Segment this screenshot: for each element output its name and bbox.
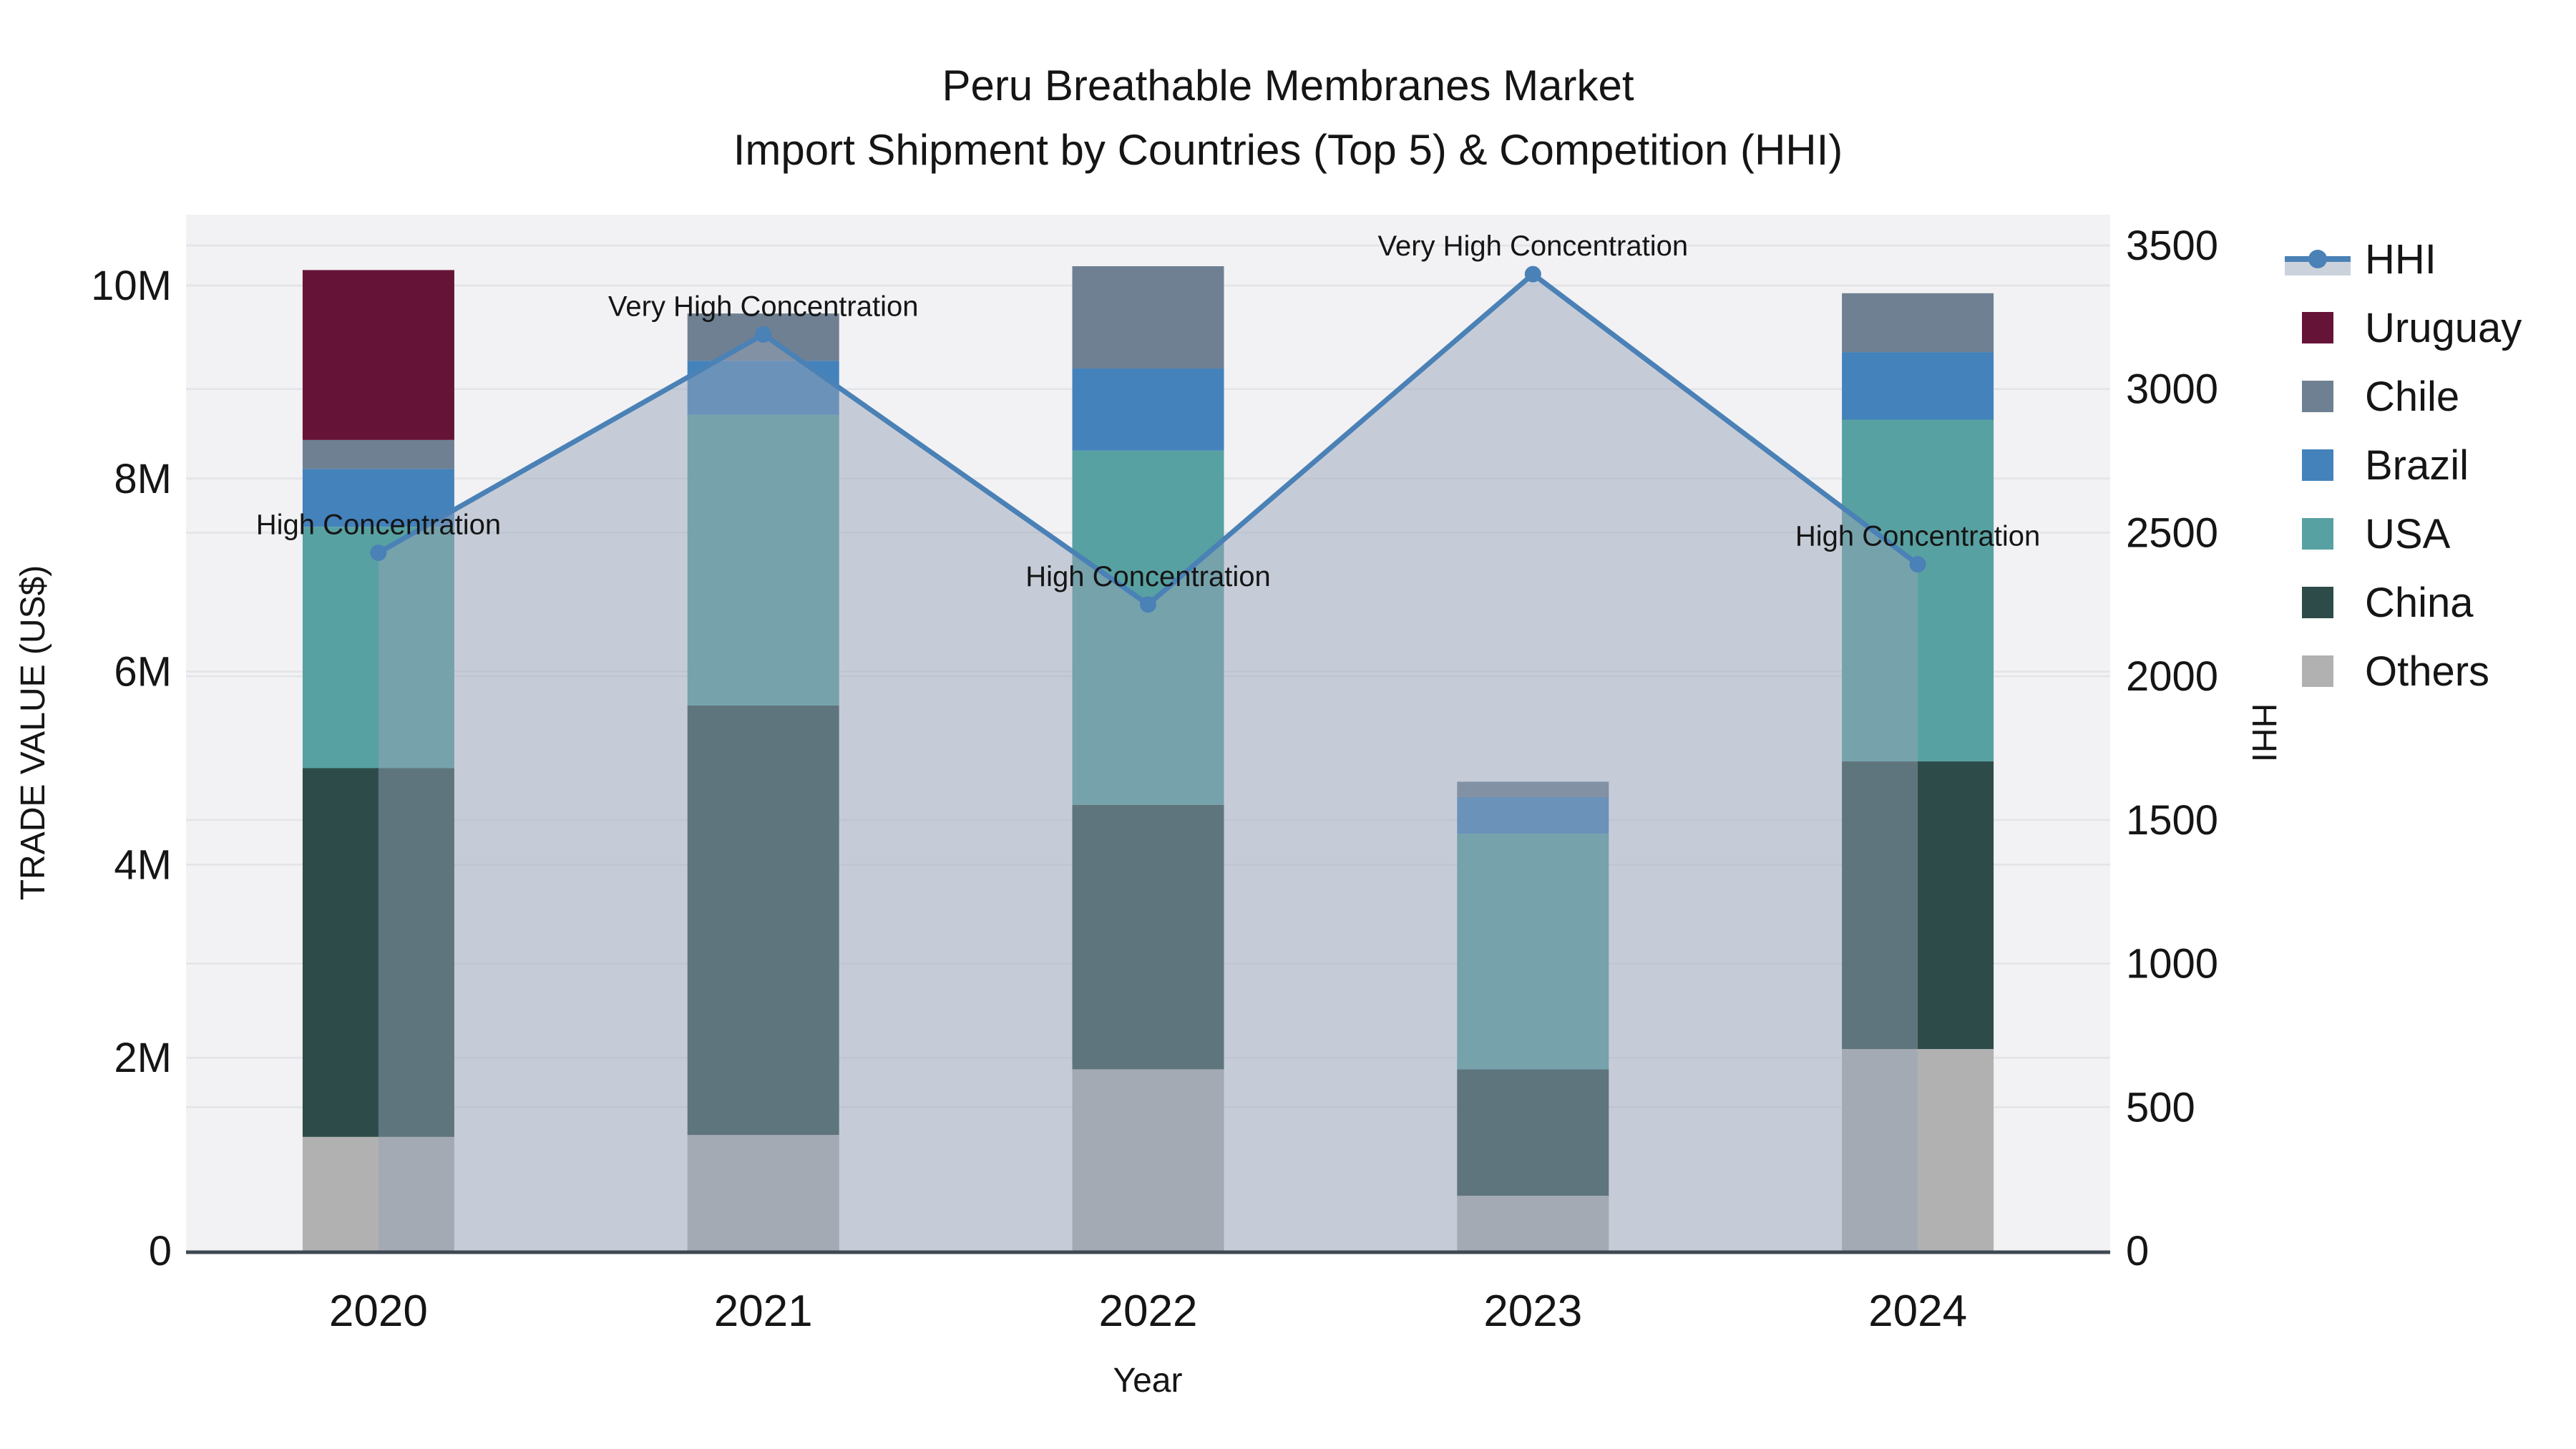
y-left-tick-2M: 2M (114, 1035, 172, 1081)
bar-segment-chile-2023[interactable] (1457, 781, 1609, 797)
bar-segment-others-2020[interactable] (302, 1136, 454, 1251)
bar-segment-usa-2021[interactable] (687, 414, 839, 706)
x-axis-title: Year (1113, 1362, 1183, 1400)
bar-segment-china-2020[interactable] (302, 768, 454, 1137)
legend-swatch-brazil (2302, 449, 2333, 481)
hhi-area-fill (378, 274, 1918, 1252)
bar-segment-china-2023[interactable] (1457, 1069, 1609, 1196)
legend-swatch-uruguay (2302, 312, 2333, 343)
bar-segment-chile-2024[interactable] (1842, 293, 1994, 353)
chart-title-line1: Peru Breathable Membranes Market (942, 62, 1634, 109)
x-tick-2022: 2022 (1099, 1287, 1198, 1336)
bar-segment-uruguay-2020[interactable] (302, 270, 454, 440)
annotation-2024: High Concentration (1795, 521, 2040, 552)
x-tick-2021: 2021 (714, 1287, 813, 1336)
bar-segment-others-2021[interactable] (687, 1135, 839, 1251)
x-tick-2023: 2023 (1483, 1287, 1582, 1336)
y-left-tick-8M: 8M (114, 456, 172, 502)
legend-item-hhi[interactable]: HHI (2285, 236, 2436, 283)
legend-label-usa: USA (2365, 511, 2451, 557)
hhi-marker-2024[interactable] (1909, 556, 1926, 573)
annotations: High Concentration Very High Concentratio… (256, 230, 2041, 592)
bar-segment-chile-2020[interactable] (302, 439, 454, 469)
bar-segment-usa-2022[interactable] (1072, 450, 1224, 805)
legend-label-others: Others (2365, 648, 2489, 695)
legend-item-chile[interactable]: Chile (2302, 374, 2459, 420)
y-right-tick-500: 500 (2126, 1084, 2195, 1131)
bar-segment-brazil-2023[interactable] (1457, 796, 1609, 834)
chart-title-line2: Import Shipment by Countries (Top 5) & C… (733, 126, 1843, 174)
bar-segment-china-2024[interactable] (1842, 761, 1994, 1050)
hhi-line (370, 265, 1926, 613)
hhi-marker-2023[interactable] (1524, 265, 1541, 283)
legend-item-brazil[interactable]: Brazil (2302, 442, 2469, 489)
tick-labels: 0 2M 4M 6M 8M 10M 0 500 1000 1500 2000 2500 3000 3500… (91, 223, 2218, 1336)
legend-label-chile: Chile (2365, 374, 2459, 420)
y-right-axis-title: HHI (2245, 703, 2283, 763)
y-right-tick-1500: 1500 (2126, 797, 2218, 844)
bar-segment-others-2023[interactable] (1457, 1196, 1609, 1251)
legend-swatch-china (2302, 587, 2333, 618)
y-right-tick-2000: 2000 (2126, 653, 2218, 700)
legend-label-hhi: HHI (2365, 236, 2436, 283)
y-left-tick-4M: 4M (114, 841, 172, 888)
annotation-2020: High Concentration (256, 509, 501, 541)
bar-segment-usa-2020[interactable] (302, 527, 454, 769)
legend: HHI Uruguay Chile Brazil USA China Others (2285, 236, 2522, 695)
x-tick-2024: 2024 (1868, 1287, 1967, 1336)
y-left-tick-6M: 6M (114, 649, 172, 696)
bar-segment-usa-2023[interactable] (1457, 834, 1609, 1070)
annotation-2023: Very High Concentration (1378, 230, 1689, 262)
legend-label-brazil: Brazil (2365, 442, 2469, 489)
bar-segment-others-2024[interactable] (1842, 1049, 1994, 1251)
legend-swatch-others (2302, 655, 2333, 687)
y-left-axis-title: TRADE VALUE (US$) (14, 565, 52, 901)
hhi-area (378, 274, 1918, 1252)
stacked-bars (302, 266, 1994, 1251)
y-right-tick-3000: 3000 (2126, 366, 2218, 413)
legend-swatch-chile (2302, 381, 2333, 412)
y-right-tick-2500: 2500 (2126, 509, 2218, 556)
y-left-tick-10M: 10M (91, 263, 172, 309)
y-right-tick-0: 0 (2126, 1228, 2149, 1274)
y-left-tick-0: 0 (149, 1228, 172, 1274)
legend-item-others[interactable]: Others (2302, 648, 2489, 695)
annotation-2022: High Concentration (1025, 561, 1270, 592)
bar-segment-china-2022[interactable] (1072, 804, 1224, 1070)
y-right-tick-1000: 1000 (2126, 941, 2218, 987)
annotation-2021: Very High Concentration (608, 291, 919, 322)
legend-hhi-marker (2308, 250, 2327, 268)
x-tick-2020: 2020 (329, 1287, 428, 1336)
bar-segment-china-2021[interactable] (687, 705, 839, 1136)
y-right-tick-3500: 3500 (2126, 223, 2218, 269)
hhi-marker-2021[interactable] (755, 326, 772, 343)
hhi-marker-2022[interactable] (1140, 596, 1156, 613)
legend-label-uruguay: Uruguay (2365, 305, 2522, 351)
bar-segment-chile-2022[interactable] (1072, 266, 1224, 369)
legend-swatch-usa (2302, 518, 2333, 550)
legend-item-china[interactable]: China (2302, 580, 2474, 626)
legend-item-uruguay[interactable]: Uruguay (2302, 305, 2522, 351)
bar-segment-brazil-2022[interactable] (1072, 369, 1224, 451)
legend-item-usa[interactable]: USA (2302, 511, 2451, 557)
bar-segment-others-2022[interactable] (1072, 1069, 1224, 1251)
bar-segment-usa-2024[interactable] (1842, 419, 1994, 762)
bar-segment-brazil-2024[interactable] (1842, 352, 1994, 420)
hhi-marker-2020[interactable] (370, 545, 387, 562)
legend-label-china: China (2365, 580, 2474, 626)
bar-segment-brazil-2020[interactable] (302, 469, 454, 527)
